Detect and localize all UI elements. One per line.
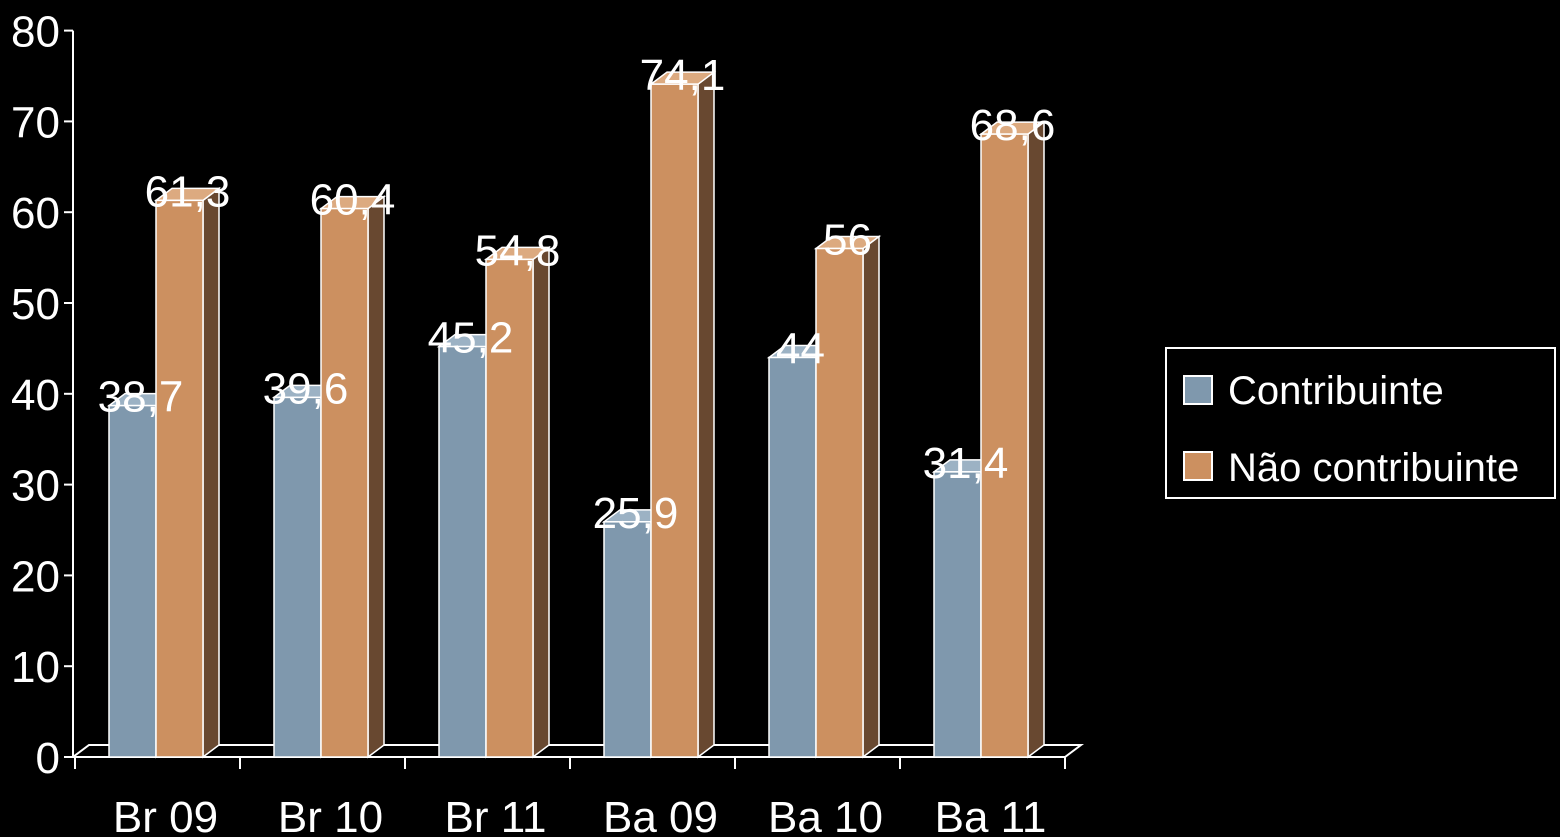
bar-side — [862, 235, 880, 759]
bar-front — [650, 83, 699, 758]
bar-side — [532, 245, 550, 759]
x-category-label: Br 11 — [445, 793, 547, 837]
chart-floor — [70, 744, 1084, 758]
bar — [153, 186, 222, 759]
bar-front — [108, 404, 157, 758]
floor-plane — [70, 744, 1084, 758]
bar-front — [768, 356, 817, 758]
bar-side — [697, 70, 715, 759]
legend-label-contribuinte: Contribuinte — [1228, 369, 1444, 413]
data-label: 68,6 — [970, 101, 1056, 150]
bar-front — [485, 258, 534, 758]
bar — [318, 195, 387, 759]
data-label: 44 — [776, 324, 825, 373]
bar — [813, 235, 882, 759]
bar-front — [603, 521, 652, 758]
y-tick-label: 80 — [11, 8, 60, 57]
legend-box — [1165, 347, 1556, 499]
legend: Contribuinte Não contribuinte — [1165, 347, 1556, 499]
y-tick-label: 20 — [11, 552, 60, 601]
bar — [648, 70, 717, 759]
bar-side — [367, 195, 385, 759]
y-tick-label: 30 — [11, 462, 60, 511]
axes: 0 10 20 30 40 50 60 70 80 Br 09 Br 10 Br 11 Ba 09 Ba … — [11, 8, 1066, 837]
y-tick-label: 60 — [11, 189, 60, 238]
y-tick-label: 50 — [11, 280, 60, 329]
data-label: 25,9 — [593, 489, 679, 538]
bar-side — [202, 186, 220, 759]
y-tick-label: 0 — [36, 734, 60, 783]
data-label: 60,4 — [310, 176, 396, 225]
data-labels: 38,7 61,3 39,6 60,4 45,2 54,8 25,9 74,1 44 56 31,4… — [98, 51, 1056, 538]
x-category-label: Ba 11 — [935, 793, 1047, 837]
legend-swatch-contribuinte — [1183, 375, 1213, 405]
y-tick-label: 10 — [11, 643, 60, 692]
bar-front — [933, 471, 982, 758]
data-label: 74,1 — [640, 51, 726, 100]
bar — [978, 120, 1047, 759]
bar-front — [273, 396, 322, 758]
legend-label-nao-contribuinte: Não contribuinte — [1228, 446, 1519, 490]
bar-front — [320, 207, 369, 758]
legend-swatch-nao-contribuinte — [1183, 451, 1213, 481]
x-category-label: Ba 10 — [768, 793, 883, 837]
x-category-label: Ba 09 — [603, 793, 718, 837]
bar-front — [438, 345, 487, 758]
data-label: 39,6 — [263, 364, 349, 413]
data-label: 31,4 — [923, 439, 1009, 488]
bar-front — [980, 133, 1029, 758]
data-label: 61,3 — [145, 167, 231, 216]
data-label: 38,7 — [98, 373, 184, 422]
x-category-label: Br 09 — [113, 793, 218, 837]
bar-side — [1027, 120, 1045, 759]
bars — [106, 70, 1047, 759]
x-category-label: Br 10 — [278, 793, 383, 837]
bar-front — [155, 199, 204, 758]
y-tick-label: 70 — [11, 98, 60, 147]
bar — [483, 245, 552, 759]
data-label: 45,2 — [428, 314, 514, 363]
bar-front — [815, 247, 864, 758]
y-tick-label: 40 — [11, 371, 60, 420]
data-label: 54,8 — [475, 226, 561, 275]
data-label: 56 — [823, 216, 872, 265]
